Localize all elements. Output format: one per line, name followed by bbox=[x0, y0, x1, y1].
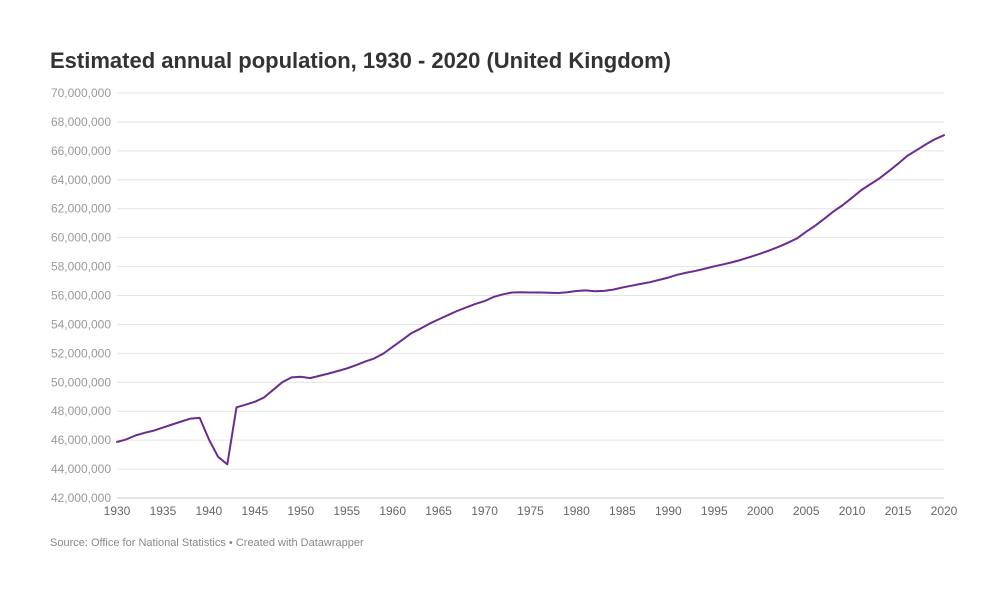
y-tick-label: 64,000,000 bbox=[51, 173, 111, 187]
series-layer bbox=[116, 134, 945, 466]
y-tick-label: 50,000,000 bbox=[51, 375, 111, 389]
x-tick-label: 1955 bbox=[333, 504, 360, 518]
x-tick-label: 1965 bbox=[425, 504, 452, 518]
x-tick-label: 2005 bbox=[793, 504, 820, 518]
grid-layer bbox=[117, 92, 944, 499]
x-tick-label: 1995 bbox=[701, 504, 728, 518]
x-tick-label: 1985 bbox=[609, 504, 636, 518]
source-note: Source: Office for National Statistics •… bbox=[50, 537, 364, 549]
y-tick-label: 44,000,000 bbox=[51, 462, 111, 476]
population-series-line bbox=[116, 134, 945, 466]
x-tick-label: 1990 bbox=[655, 504, 682, 518]
x-tick-label: 1940 bbox=[196, 504, 223, 518]
y-tick-label: 48,000,000 bbox=[51, 404, 111, 418]
y-tick-label: 70,000,000 bbox=[51, 86, 111, 100]
x-tick-label: 1935 bbox=[150, 504, 177, 518]
x-tick-label: 1945 bbox=[241, 504, 268, 518]
x-tick-label: 1950 bbox=[287, 504, 314, 518]
y-tick-label: 46,000,000 bbox=[51, 433, 111, 447]
x-tick-label: 2010 bbox=[839, 504, 866, 518]
x-tick-label: 2020 bbox=[931, 504, 958, 518]
x-tick-label: 1970 bbox=[471, 504, 498, 518]
x-tick-label: 1975 bbox=[517, 504, 544, 518]
y-tick-label: 52,000,000 bbox=[51, 346, 111, 360]
y-tick-label: 60,000,000 bbox=[51, 231, 111, 245]
y-tick-label: 58,000,000 bbox=[51, 260, 111, 274]
y-tick-label: 66,000,000 bbox=[51, 144, 111, 158]
x-tick-label: 2000 bbox=[747, 504, 774, 518]
y-tick-label: 54,000,000 bbox=[51, 317, 111, 331]
x-tick-label: 1930 bbox=[104, 504, 131, 518]
x-tick-label: 2015 bbox=[885, 504, 912, 518]
y-tick-label: 68,000,000 bbox=[51, 115, 111, 129]
chart-title: Estimated annual population, 1930 - 2020… bbox=[50, 48, 671, 73]
x-tick-label: 1980 bbox=[563, 504, 590, 518]
y-tick-label: 56,000,000 bbox=[51, 289, 111, 303]
x-tick-label: 1960 bbox=[379, 504, 406, 518]
x-axis: 1930 1935 1940 1945 1950 1955 1960 1965 1970 1975… bbox=[104, 504, 958, 518]
y-tick-label: 62,000,000 bbox=[51, 202, 111, 216]
y-axis: 42,000,000 44,000,000 46,000,000 48,000,000… bbox=[51, 86, 111, 505]
y-tick-label: 42,000,000 bbox=[51, 491, 111, 505]
